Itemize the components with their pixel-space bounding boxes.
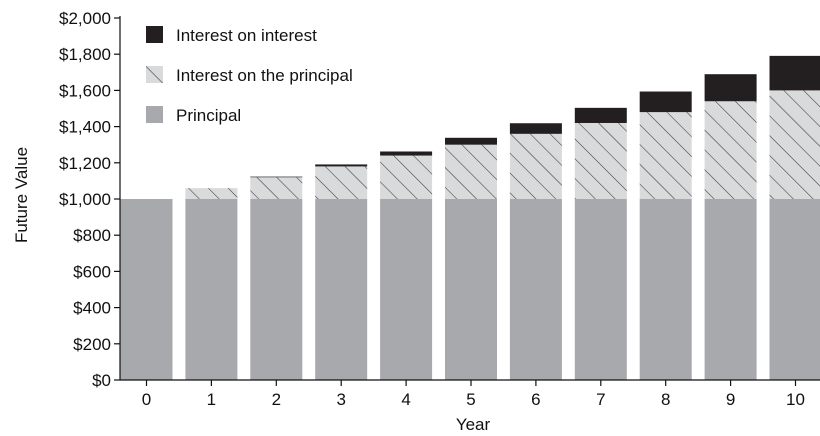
bar-interest_interest-year-8 [639,91,692,113]
bar-interest_interest-year-2 [250,176,303,178]
bar-principal-year-5 [445,199,497,380]
y-tick-label: $2,000 [59,9,111,28]
bar-principal-year-7 [574,199,627,380]
bar-interest_principal-year-10 [769,90,820,199]
y-tick-label: $0 [92,371,111,390]
bar-principal-year-2 [250,199,303,380]
y-tick-label: $1,000 [59,190,111,209]
y-tick-label: $200 [73,335,111,354]
x-tick-label: 5 [466,390,475,409]
legend-swatch-interest_principal [146,66,163,83]
x-tick-label: 1 [207,390,216,409]
y-tick-label: $1,400 [59,118,111,137]
x-tick-label: 8 [661,390,670,409]
bar-interest_principal-year-9 [704,101,757,199]
bar-interest_principal-year-4 [380,155,433,199]
y-tick-label: $400 [73,299,111,318]
bar-interest_interest-year-4 [380,151,433,156]
bar-principal-year-8 [639,199,692,380]
bar-interest_interest-year-9 [704,74,757,102]
y-tick-label: $1,800 [59,45,111,64]
x-axis-title: Year [456,415,491,434]
bar-interest_principal-year-8 [639,112,692,199]
bar-principal-year-10 [769,199,820,380]
bar-interest_interest-year-10 [769,55,820,91]
bar-interest_principal-year-7 [574,122,627,199]
y-tick-label: $800 [73,226,111,245]
x-tick-label: 9 [726,390,735,409]
bar-interest_interest-year-3 [315,164,368,167]
y-tick-label: $600 [73,262,111,281]
bar-principal-year-1 [185,199,238,380]
bar-interest_principal-year-6 [509,133,562,199]
axes-layer: $0 $200 $400 $600 $800 $1,000 $1,200 $1,400 $1,6… [59,9,820,409]
y-axis-title: Future Value [12,147,31,243]
bar-interest_principal-year-1 [185,188,238,199]
bar-principal-year-6 [509,199,562,380]
bar-interest_principal-year-3 [315,166,368,199]
bars-layer [120,55,820,380]
bar-interest_interest-year-7 [574,107,627,123]
x-tick-label: 7 [596,390,605,409]
bar-principal-year-0 [120,199,173,380]
x-tick-label: 0 [142,390,151,409]
bar-interest_interest-year-6 [509,123,562,134]
legend: Interest on interest Interest on the prin… [146,26,353,125]
legend-label-interest_interest: Interest on interest [176,26,317,45]
bar-interest_interest-year-5 [445,137,497,145]
x-tick-label: 4 [401,390,410,409]
bar-interest_principal-year-2 [250,177,303,199]
bar-interest_principal-year-5 [445,144,497,199]
x-tick-label: 2 [272,390,281,409]
bar-principal-year-4 [380,199,433,380]
legend-label-interest_principal: Interest on the principal [176,66,353,85]
y-tick-label: $1,200 [59,154,111,173]
legend-swatch-principal [146,106,163,123]
x-tick-label: 6 [531,390,540,409]
legend-label-principal: Principal [176,106,241,125]
y-tick-label: $1,600 [59,81,111,100]
legend-swatch-interest_interest [146,26,163,43]
x-tick-label: 3 [336,390,345,409]
bar-principal-year-3 [315,199,368,380]
bar-principal-year-9 [704,199,757,380]
x-tick-label: 10 [786,390,805,409]
